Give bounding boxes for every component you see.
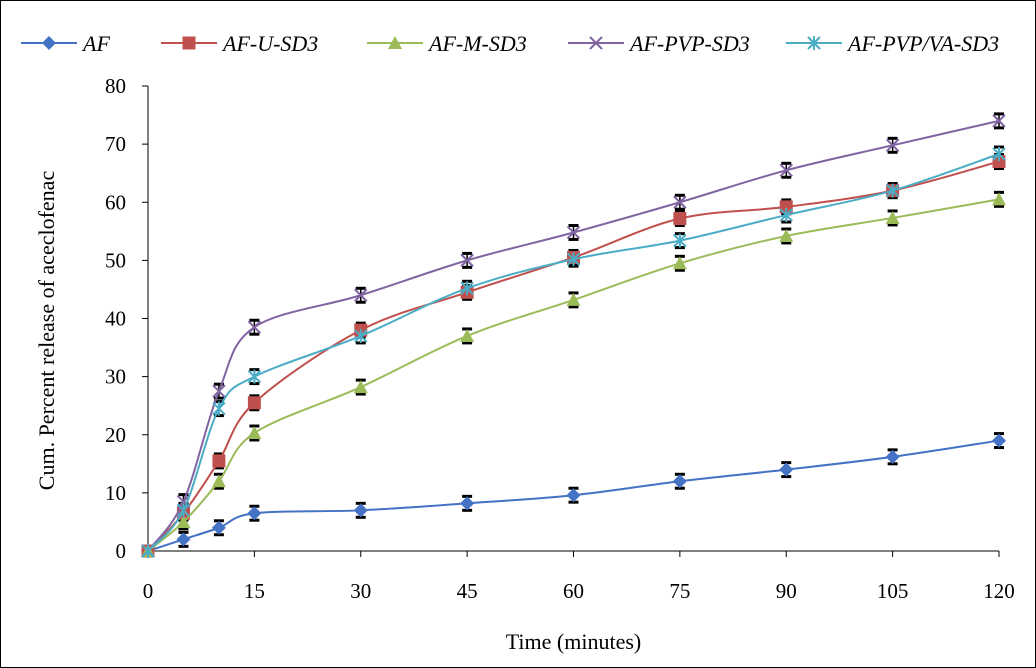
y-tick-label: 10 (105, 481, 126, 505)
data-point (566, 225, 581, 240)
x-tick-label: 15 (244, 579, 265, 603)
data-point (992, 192, 1006, 206)
error-bars-1 (178, 153, 1004, 522)
legend: AF AF-U-SD3 AF-M-SD3 AF-PVP-SD3 AF-PVP/VA-SD… (21, 31, 999, 56)
y-tick-label: 30 (105, 365, 126, 389)
legend-label: AF-PVP-SD3 (628, 31, 750, 56)
data-point (141, 544, 155, 558)
data-point (212, 384, 226, 398)
legend-item: AF-M-SD3 (367, 31, 527, 56)
error-bars-0 (178, 432, 1004, 548)
data-point (885, 183, 900, 198)
data-point (353, 380, 368, 394)
x-tick-label: 30 (350, 579, 371, 603)
data-point (779, 228, 794, 242)
y-tick-label: 60 (105, 190, 126, 214)
x-tick-label: 75 (669, 579, 690, 603)
x-tick-label: 90 (776, 579, 797, 603)
y-axis-ticks: 0 10 20 30 40 50 60 70 80 (105, 74, 148, 563)
legend-label: AF (81, 31, 110, 56)
y-tick-label: 50 (105, 248, 126, 272)
data-point (885, 449, 900, 464)
data-point (212, 401, 226, 416)
x-tick-label: 0 (143, 579, 154, 603)
legend-marker (182, 36, 196, 50)
x-tick-label: 60 (563, 579, 584, 603)
data-point (673, 195, 687, 209)
data-point (176, 514, 191, 528)
x-axis-title: Time (minutes) (506, 629, 641, 654)
data-point (566, 252, 581, 267)
y-tick-label: 70 (105, 132, 126, 156)
series-4 (141, 147, 1006, 558)
data-point (460, 253, 474, 268)
data-point (992, 433, 1006, 448)
axes (147, 86, 999, 552)
legend-item: AF-PVP-SD3 (568, 31, 750, 56)
data-point (176, 503, 191, 518)
x-tick-label: 45 (457, 579, 478, 603)
data-point (672, 474, 687, 489)
data-point (247, 426, 262, 440)
data-point (566, 488, 581, 503)
data-point (992, 114, 1006, 128)
data-point (673, 233, 687, 248)
data-point (176, 532, 191, 547)
data-point (247, 320, 262, 334)
data-point (460, 496, 475, 511)
data-point (566, 292, 581, 306)
x-tick-label: 120 (983, 579, 1015, 603)
data-point (354, 288, 368, 302)
legend-label: AF-M-SD3 (427, 31, 527, 56)
data-point (672, 256, 687, 270)
legend-marker (589, 36, 603, 50)
data-point (247, 396, 261, 410)
legend-marker (42, 36, 56, 50)
data-point (885, 138, 900, 152)
error-bars-4 (178, 145, 1004, 519)
y-tick-label: 40 (105, 307, 126, 331)
x-tick-label: 105 (877, 579, 909, 603)
data-point (211, 474, 226, 488)
data-point (460, 281, 474, 296)
data-point (779, 208, 793, 223)
data-point (779, 462, 794, 477)
series-0 (141, 433, 1006, 558)
data-point (211, 520, 226, 535)
series-line (147, 119, 1000, 552)
legend-marker (807, 36, 821, 50)
error-bars-3 (178, 112, 1004, 511)
data-point (885, 210, 900, 224)
error-bars-2 (178, 190, 1004, 531)
data-point (247, 506, 262, 521)
y-tick-label: 20 (105, 423, 126, 447)
data-point (779, 163, 793, 177)
legend-item: AF-U-SD3 (161, 31, 318, 56)
legend-item: AF (21, 31, 110, 56)
legend-marker (388, 36, 402, 49)
data-point (247, 369, 262, 384)
series-line (147, 153, 1000, 552)
y-axis-title: Cum. Percent release of aceclofenac (34, 171, 59, 491)
y-tick-label: 80 (105, 74, 126, 98)
data-point (212, 454, 226, 468)
data-point (353, 503, 368, 518)
legend-label: AF-PVP/VA-SD3 (846, 31, 999, 56)
legend-label: AF-U-SD3 (221, 31, 318, 56)
data-point (779, 200, 793, 214)
x-axis-ticks: 0 15 30 45 60 75 90 105 120 (143, 551, 1015, 603)
y-tick-label: 0 (116, 539, 127, 563)
data-point (673, 212, 687, 226)
data-point (354, 328, 368, 343)
plot-area (141, 112, 1006, 558)
data-point (992, 147, 1006, 162)
legend-item: AF-PVP/VA-SD3 (786, 31, 999, 56)
data-point (460, 328, 475, 342)
